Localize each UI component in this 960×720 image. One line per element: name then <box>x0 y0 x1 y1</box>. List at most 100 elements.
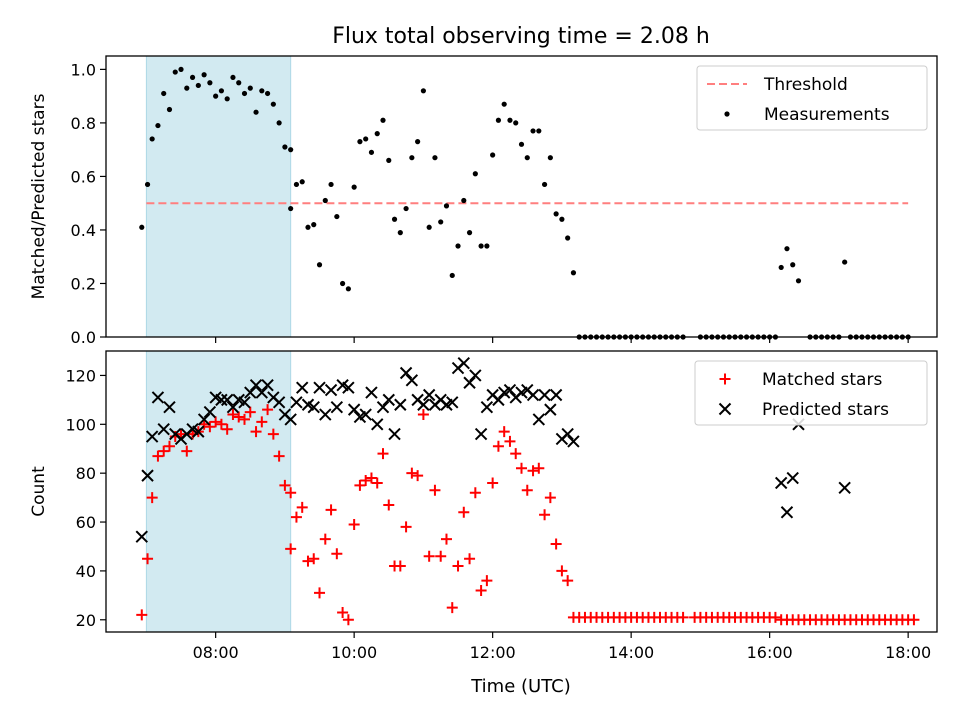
data-point <box>288 147 294 153</box>
data-point <box>908 614 920 626</box>
data-point <box>314 587 326 599</box>
data-point <box>526 388 540 402</box>
data-point <box>360 475 372 487</box>
data-point <box>290 396 303 409</box>
data-point <box>507 117 513 123</box>
data-point <box>432 155 438 161</box>
data-point <box>345 286 351 292</box>
data-point <box>256 416 268 428</box>
data-point <box>423 550 435 562</box>
data-point <box>293 181 300 188</box>
data-point <box>145 430 159 443</box>
data-point <box>181 445 193 457</box>
legend-label: Measurements <box>764 105 890 125</box>
data-point <box>567 435 580 448</box>
data-point <box>342 614 354 626</box>
data-point <box>328 181 334 188</box>
data-point <box>227 409 239 421</box>
data-point <box>383 499 395 511</box>
legend-label: Matched stars <box>762 370 882 390</box>
data-point <box>399 366 413 380</box>
data-point <box>549 388 563 402</box>
data-point <box>469 487 481 499</box>
data-point <box>490 152 496 158</box>
data-point <box>484 243 490 249</box>
data-point <box>376 400 390 414</box>
data-point <box>426 224 432 230</box>
data-point <box>503 383 517 397</box>
data-point <box>337 606 349 618</box>
data-point <box>449 272 455 279</box>
data-point <box>203 405 217 419</box>
data-point <box>163 440 175 452</box>
data-point <box>359 408 372 421</box>
data-point <box>457 357 470 370</box>
series-measurements <box>139 66 911 340</box>
data-point <box>521 484 533 496</box>
data-point <box>215 418 227 430</box>
data-point <box>481 575 493 587</box>
legend-frame <box>696 65 928 131</box>
data-point <box>380 117 386 123</box>
data-point <box>215 393 228 407</box>
axes-frame <box>105 350 938 633</box>
data-point <box>244 406 256 418</box>
y-axis-label: Matched/Predicted stars <box>29 93 49 299</box>
data-point <box>340 280 346 287</box>
data-point <box>347 403 361 416</box>
data-point <box>161 90 167 97</box>
data-point <box>533 462 545 474</box>
y-tick-label: 0.0 <box>71 328 96 347</box>
data-point <box>435 550 447 562</box>
axes-frame <box>105 55 938 338</box>
x-tick-label: 16:00 <box>747 643 793 662</box>
x-tick-label: 14:00 <box>608 643 654 662</box>
x-tick-label: 10:00 <box>331 643 377 662</box>
data-point <box>324 383 338 397</box>
data-point <box>284 413 297 426</box>
data-point <box>348 518 360 530</box>
data-point <box>504 435 516 447</box>
data-point <box>213 93 219 99</box>
x-axis-label: Time (UTC) <box>470 676 571 697</box>
data-point <box>769 611 781 623</box>
y-tick-label: 120 <box>65 366 96 385</box>
data-point <box>189 74 196 81</box>
x-tick-label: 12:00 <box>470 643 516 662</box>
data-point <box>474 427 488 441</box>
data-point <box>405 374 419 387</box>
data-point <box>135 530 148 543</box>
data-point <box>155 122 161 129</box>
data-point <box>472 171 478 177</box>
data-point <box>244 386 257 399</box>
data-point <box>478 243 484 249</box>
data-point <box>492 440 504 452</box>
data-point <box>492 393 505 407</box>
bottom-axes-counts: 20 40 60 80 100 120 08:00 10:00 12:00 14:00 16:00 1… <box>29 350 938 662</box>
data-point <box>354 479 366 491</box>
series-matched-stars <box>136 404 920 626</box>
data-point <box>220 393 234 407</box>
y-tick-label: 80 <box>76 464 96 483</box>
data-point <box>197 413 211 426</box>
data-point <box>377 448 389 460</box>
data-point <box>386 157 392 163</box>
data-point <box>255 386 269 399</box>
data-point <box>536 128 542 134</box>
y-tick-label: 60 <box>76 513 96 532</box>
data-point <box>325 504 337 516</box>
data-point <box>463 376 476 389</box>
y-tick-label: 0.2 <box>71 274 96 293</box>
data-point <box>184 85 190 91</box>
data-point <box>510 448 522 460</box>
data-point <box>290 511 302 523</box>
data-point <box>226 400 240 414</box>
data-point <box>422 388 436 402</box>
data-point <box>172 69 178 75</box>
data-point <box>446 602 458 614</box>
data-point <box>241 90 248 97</box>
data-point <box>778 264 784 271</box>
data-point <box>382 393 395 407</box>
data-point <box>331 548 343 560</box>
data-point <box>363 136 369 142</box>
